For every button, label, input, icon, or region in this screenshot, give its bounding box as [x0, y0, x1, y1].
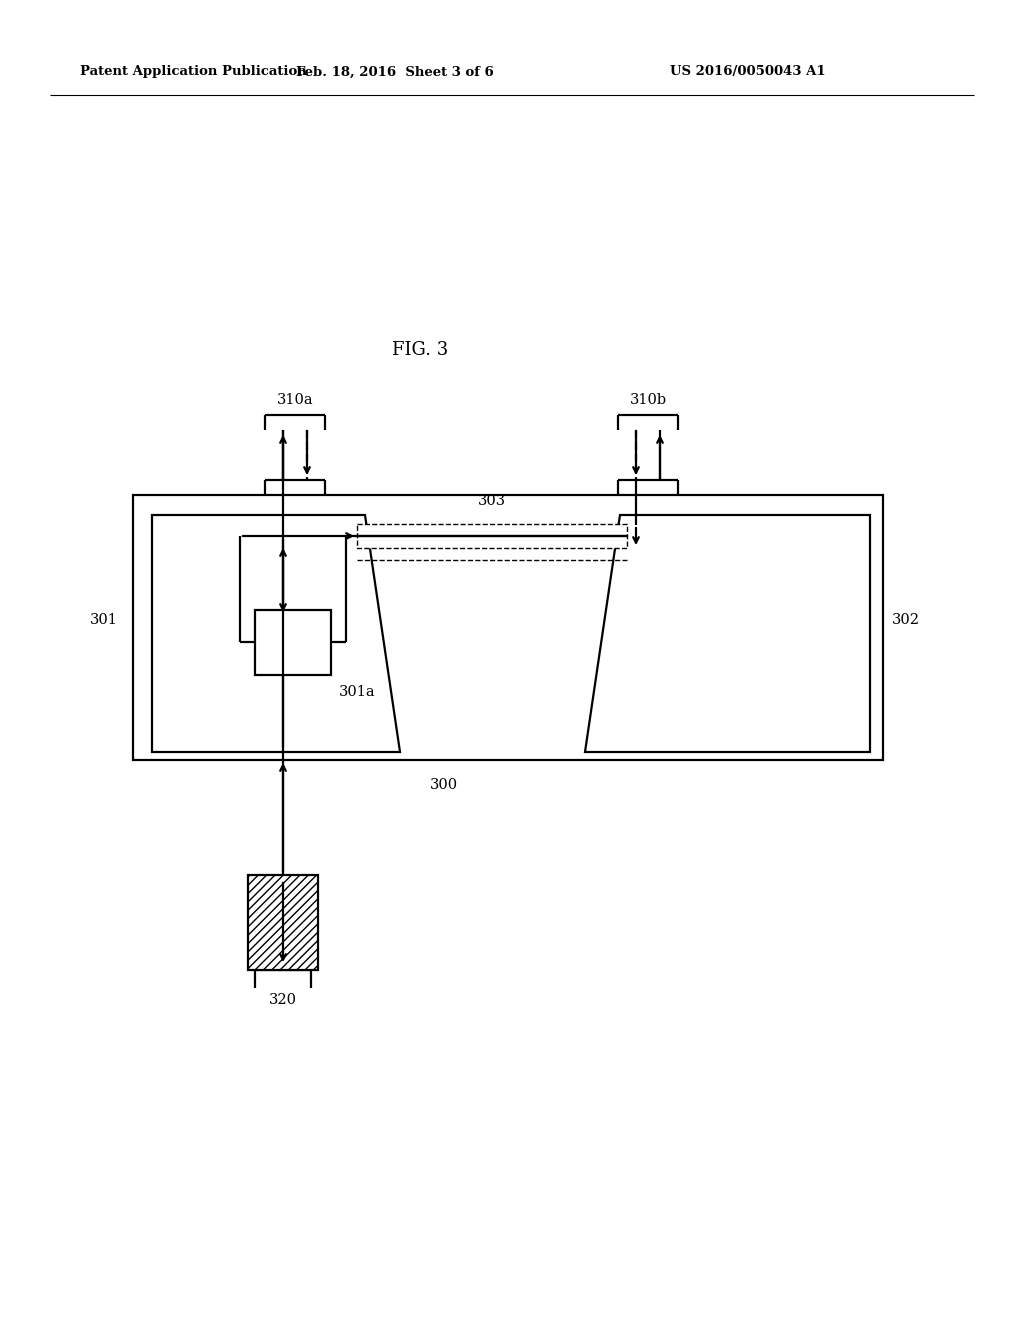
- Text: 303: 303: [478, 494, 506, 508]
- Text: 310b: 310b: [630, 393, 667, 407]
- Bar: [255, 610, 331, 675]
- Text: 320: 320: [269, 993, 297, 1007]
- Bar: [248, 875, 318, 970]
- Text: 302: 302: [892, 612, 920, 627]
- Text: Feb. 18, 2016  Sheet 3 of 6: Feb. 18, 2016 Sheet 3 of 6: [296, 66, 494, 78]
- Polygon shape: [152, 515, 400, 752]
- Text: 310a: 310a: [276, 393, 313, 407]
- Text: Patent Application Publication: Patent Application Publication: [80, 66, 307, 78]
- Text: 300: 300: [430, 777, 458, 792]
- Bar: [133, 495, 883, 760]
- Text: US 2016/0050043 A1: US 2016/0050043 A1: [670, 66, 825, 78]
- Text: FIG. 3: FIG. 3: [392, 341, 449, 359]
- Bar: [357, 524, 627, 548]
- Text: 301: 301: [90, 612, 118, 627]
- Polygon shape: [585, 515, 870, 752]
- Text: 301a: 301a: [339, 685, 376, 700]
